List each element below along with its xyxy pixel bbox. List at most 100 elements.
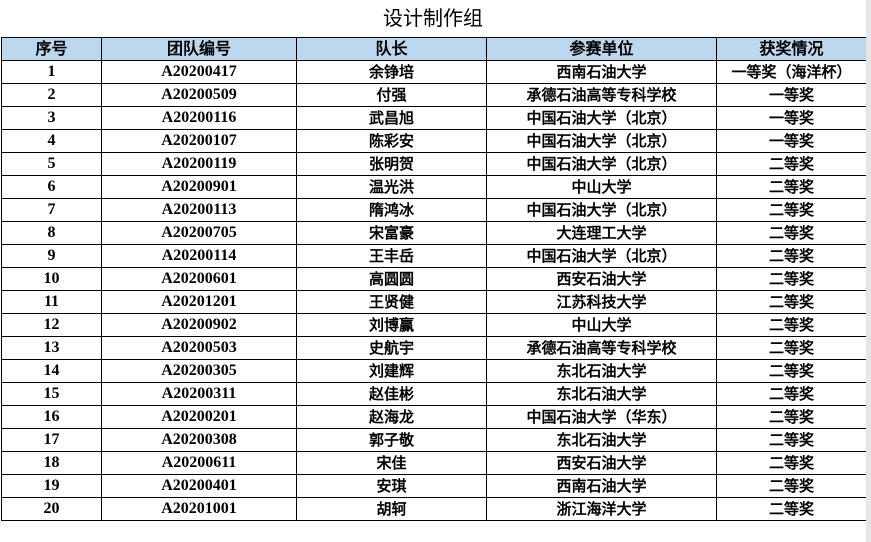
- cell-captain[interactable]: 宋富豪: [296, 221, 487, 245]
- cell-captain[interactable]: 付强: [296, 83, 487, 107]
- cell-index[interactable]: 10: [1, 267, 102, 291]
- cell-team-id[interactable]: A20200107: [101, 129, 297, 153]
- cell-unit[interactable]: 中国石油大学（华东）: [486, 405, 717, 429]
- cell-team-id[interactable]: A20200116: [101, 106, 297, 130]
- cell-award[interactable]: 二等奖: [716, 359, 867, 383]
- cell-captain[interactable]: 温光洪: [296, 175, 487, 199]
- cell-index[interactable]: 2: [1, 83, 102, 107]
- cell-captain[interactable]: 王贤健: [296, 290, 487, 314]
- cell-award[interactable]: 二等奖: [716, 497, 867, 521]
- cell-team-id[interactable]: A20200705: [101, 221, 297, 245]
- cell-award[interactable]: 二等奖: [716, 198, 867, 222]
- cell-team-id[interactable]: A20200311: [101, 382, 297, 406]
- cell-unit[interactable]: 江苏科技大学: [486, 290, 717, 314]
- cell-index[interactable]: 8: [1, 221, 102, 245]
- cell-award[interactable]: 二等奖: [716, 290, 867, 314]
- cell-unit[interactable]: 东北石油大学: [486, 382, 717, 406]
- cell-unit[interactable]: 西南石油大学: [486, 474, 717, 498]
- cell-team-id[interactable]: A20200114: [101, 244, 297, 268]
- cell-captain[interactable]: 安琪: [296, 474, 487, 498]
- cell-award[interactable]: 二等奖: [716, 313, 867, 337]
- cell-award[interactable]: 二等奖: [716, 244, 867, 268]
- cell-captain[interactable]: 赵佳彬: [296, 382, 487, 406]
- cell-captain[interactable]: 高圆圆: [296, 267, 487, 291]
- cell-index[interactable]: 11: [1, 290, 102, 314]
- cell-index[interactable]: 19: [1, 474, 102, 498]
- cell-unit[interactable]: 东北石油大学: [486, 359, 717, 383]
- cell-index[interactable]: 14: [1, 359, 102, 383]
- cell-unit[interactable]: 西安石油大学: [486, 267, 717, 291]
- cell-captain[interactable]: 王丰岳: [296, 244, 487, 268]
- cell-captain[interactable]: 刘建辉: [296, 359, 487, 383]
- cell-award[interactable]: 二等奖: [716, 428, 867, 452]
- cell-unit[interactable]: 西安石油大学: [486, 451, 717, 475]
- cell-index[interactable]: 16: [1, 405, 102, 429]
- cell-unit[interactable]: 中国石油大学（北京）: [486, 198, 717, 222]
- cell-award[interactable]: 二等奖: [716, 175, 867, 199]
- cell-index[interactable]: 9: [1, 244, 102, 268]
- cell-unit[interactable]: 西南石油大学: [486, 60, 717, 84]
- cell-index[interactable]: 12: [1, 313, 102, 337]
- cell-team-id[interactable]: A20200308: [101, 428, 297, 452]
- cell-unit[interactable]: 中国石油大学（北京）: [486, 129, 717, 153]
- cell-team-id[interactable]: A20200611: [101, 451, 297, 475]
- cell-captain[interactable]: 余铮培: [296, 60, 487, 84]
- cell-unit[interactable]: 中国石油大学（北京）: [486, 152, 717, 176]
- cell-award[interactable]: 二等奖: [716, 382, 867, 406]
- cell-award[interactable]: 二等奖: [716, 451, 867, 475]
- cell-captain[interactable]: 刘博赢: [296, 313, 487, 337]
- cell-captain[interactable]: 宋佳: [296, 451, 487, 475]
- cell-award[interactable]: 二等奖: [716, 221, 867, 245]
- cell-team-id[interactable]: A20201001: [101, 497, 297, 521]
- cell-team-id[interactable]: A20200902: [101, 313, 297, 337]
- cell-index[interactable]: 1: [1, 60, 102, 84]
- cell-unit[interactable]: 承德石油高等专科学校: [486, 83, 717, 107]
- cell-unit[interactable]: 东北石油大学: [486, 428, 717, 452]
- cell-team-id[interactable]: A20200305: [101, 359, 297, 383]
- cell-index[interactable]: 13: [1, 336, 102, 360]
- cell-captain[interactable]: 隋鸿冰: [296, 198, 487, 222]
- cell-team-id[interactable]: A20200503: [101, 336, 297, 360]
- cell-team-id[interactable]: A20200201: [101, 405, 297, 429]
- cell-award[interactable]: 一等奖（海洋杯）: [716, 60, 867, 84]
- cell-captain[interactable]: 郭子敬: [296, 428, 487, 452]
- cell-captain[interactable]: 武昌旭: [296, 106, 487, 130]
- cell-unit[interactable]: 中山大学: [486, 313, 717, 337]
- cell-captain[interactable]: 张明贺: [296, 152, 487, 176]
- cell-team-id[interactable]: A20200119: [101, 152, 297, 176]
- cell-team-id[interactable]: A20200901: [101, 175, 297, 199]
- cell-award[interactable]: 一等奖: [716, 106, 867, 130]
- cell-award[interactable]: 二等奖: [716, 267, 867, 291]
- cell-captain[interactable]: 胡轲: [296, 497, 487, 521]
- cell-unit[interactable]: 承德石油高等专科学校: [486, 336, 717, 360]
- cell-team-id[interactable]: A20201201: [101, 290, 297, 314]
- cell-award[interactable]: 二等奖: [716, 152, 867, 176]
- cell-index[interactable]: 6: [1, 175, 102, 199]
- cell-index[interactable]: 17: [1, 428, 102, 452]
- cell-index[interactable]: 4: [1, 129, 102, 153]
- cell-unit[interactable]: 中山大学: [486, 175, 717, 199]
- cell-unit[interactable]: 中国石油大学（北京）: [486, 106, 717, 130]
- cell-index[interactable]: 20: [1, 497, 102, 521]
- cell-captain[interactable]: 陈彩安: [296, 129, 487, 153]
- cell-team-id[interactable]: A20200509: [101, 83, 297, 107]
- cell-award[interactable]: 二等奖: [716, 405, 867, 429]
- cell-index[interactable]: 7: [1, 198, 102, 222]
- cell-index[interactable]: 5: [1, 152, 102, 176]
- cell-team-id[interactable]: A20200417: [101, 60, 297, 84]
- cell-index[interactable]: 15: [1, 382, 102, 406]
- cell-award[interactable]: 一等奖: [716, 83, 867, 107]
- cell-team-id[interactable]: A20200601: [101, 267, 297, 291]
- cell-award[interactable]: 二等奖: [716, 474, 867, 498]
- cell-index[interactable]: 18: [1, 451, 102, 475]
- cell-team-id[interactable]: A20200401: [101, 474, 297, 498]
- cell-award[interactable]: 一等奖: [716, 129, 867, 153]
- cell-index[interactable]: 3: [1, 106, 102, 130]
- cell-award[interactable]: 二等奖: [716, 336, 867, 360]
- cell-unit[interactable]: 浙江海洋大学: [486, 497, 717, 521]
- cell-captain[interactable]: 史航宇: [296, 336, 487, 360]
- cell-team-id[interactable]: A20200113: [101, 198, 297, 222]
- cell-captain[interactable]: 赵海龙: [296, 405, 487, 429]
- cell-unit[interactable]: 中国石油大学（北京）: [486, 244, 717, 268]
- cell-unit[interactable]: 大连理工大学: [486, 221, 717, 245]
